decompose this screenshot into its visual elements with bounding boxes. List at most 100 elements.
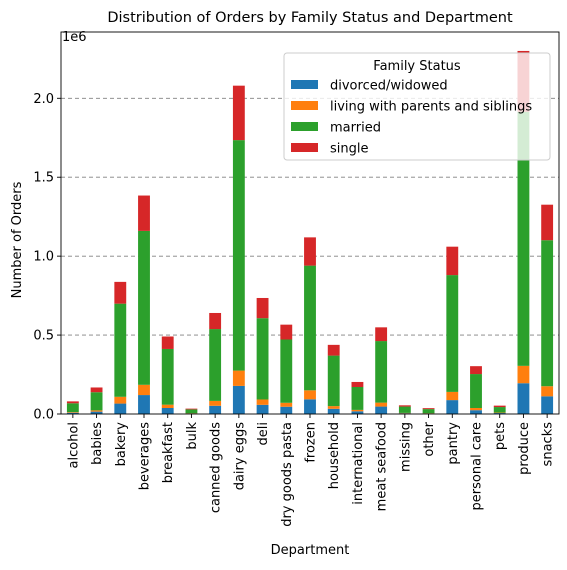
- bar-segment: [352, 382, 364, 387]
- bar-segment: [233, 86, 245, 140]
- bar-segment: [541, 386, 553, 396]
- bar-segment: [470, 408, 482, 410]
- x-tick-label: deli: [256, 422, 271, 445]
- bar-segment: [399, 407, 411, 413]
- y-axis-label: Number of Orders: [10, 181, 25, 298]
- x-tick-label: international: [351, 422, 366, 505]
- bar-segment: [446, 392, 458, 400]
- bar-segment: [375, 327, 387, 341]
- bar-segment: [541, 396, 553, 414]
- bar-segment: [494, 407, 506, 413]
- bar-segment: [138, 231, 150, 385]
- bar-segment: [257, 298, 269, 318]
- bar-segment: [162, 408, 174, 414]
- bar-segment: [375, 341, 387, 403]
- x-tick-label: household: [327, 422, 342, 489]
- bar-segment: [541, 240, 553, 386]
- legend-label: single: [330, 142, 369, 157]
- y-tick-label: 1.0: [33, 250, 54, 265]
- bar-segment: [114, 404, 126, 414]
- legend-swatch: [291, 143, 318, 152]
- bar-segment: [162, 405, 174, 408]
- bar-segment: [280, 339, 292, 402]
- chart-title: Distribution of Orders by Family Status …: [107, 10, 513, 26]
- bar-segment: [304, 266, 316, 391]
- bar-segment: [328, 409, 340, 414]
- bar-segment: [138, 196, 150, 231]
- x-tick-label: snacks: [541, 422, 556, 467]
- bar-segment: [138, 395, 150, 414]
- x-tick-label: canned goods: [209, 422, 224, 513]
- bar-segment: [423, 409, 435, 413]
- x-tick-label: produce: [517, 422, 532, 475]
- x-tick-label: pets: [493, 422, 508, 450]
- x-tick-label: frozen: [304, 422, 319, 463]
- legend-label: married: [330, 121, 381, 136]
- legend-title: Family Status: [373, 59, 461, 74]
- x-tick-label: missing: [398, 422, 413, 472]
- bar-segment: [233, 386, 245, 414]
- legend-swatch: [291, 80, 318, 89]
- legend-swatch: [291, 101, 318, 110]
- bar-segment: [352, 410, 364, 411]
- y-tick-label: 0.5: [33, 329, 54, 344]
- bar-segment: [328, 345, 340, 356]
- bar-segment: [423, 408, 435, 409]
- x-tick-label: bakery: [114, 422, 129, 467]
- bar-segment: [304, 399, 316, 414]
- y-tick-label: 2.0: [33, 92, 54, 107]
- bar-segment: [209, 406, 221, 414]
- bar-segment: [328, 356, 340, 407]
- bar-segment: [162, 349, 174, 405]
- bar-segment: [257, 318, 269, 399]
- bar-segment: [114, 397, 126, 404]
- bar-segment: [67, 401, 79, 403]
- x-tick-label: dry goods pasta: [280, 422, 295, 527]
- x-axis-label: Department: [271, 543, 350, 558]
- bar-segment: [541, 205, 553, 241]
- bar-segment: [470, 410, 482, 414]
- bar-segment: [114, 282, 126, 304]
- bar-segment: [186, 409, 198, 410]
- bar-segment: [91, 392, 103, 410]
- bar-segment: [233, 140, 245, 370]
- x-tick-label: bulk: [185, 422, 200, 450]
- bar-segment: [257, 405, 269, 414]
- x-tick-label: breakfast: [161, 422, 176, 483]
- bar-segment: [328, 406, 340, 409]
- bar-segment: [446, 247, 458, 275]
- bar-segment: [209, 401, 221, 406]
- x-tick-label: pantry: [446, 422, 461, 465]
- bar-segment: [91, 410, 103, 411]
- bar-segment: [257, 399, 269, 404]
- bar-segment: [470, 374, 482, 408]
- bar-segment: [304, 237, 316, 265]
- bar-segment: [375, 403, 387, 407]
- bar-segment: [352, 387, 364, 410]
- bar-segment: [162, 336, 174, 348]
- x-tick-label: alcohol: [66, 422, 81, 468]
- legend-label: divorced/widowed: [330, 79, 448, 94]
- bar-segment: [399, 405, 411, 406]
- bar-segment: [280, 403, 292, 407]
- bar-segment: [209, 313, 221, 329]
- bar-segment: [233, 371, 245, 386]
- bar-segment: [186, 409, 198, 413]
- y-tick-label: 1.5: [33, 171, 54, 186]
- bar-segment: [67, 412, 79, 413]
- bar-segment: [280, 407, 292, 414]
- bar-segment: [304, 390, 316, 399]
- bar-segment: [280, 325, 292, 340]
- bar-segment: [494, 406, 506, 407]
- x-tick-label: dairy eggs: [232, 422, 247, 491]
- x-tick-label: personal care: [470, 422, 485, 510]
- bar-segment: [470, 366, 482, 374]
- bar-segment: [114, 304, 126, 397]
- legend-label: living with parents and siblings: [330, 100, 532, 115]
- bar-segment: [446, 275, 458, 392]
- bar-segment: [375, 407, 387, 414]
- legend: Family Status divorced/widowed living wit…: [284, 53, 550, 160]
- bar-segment: [518, 366, 530, 383]
